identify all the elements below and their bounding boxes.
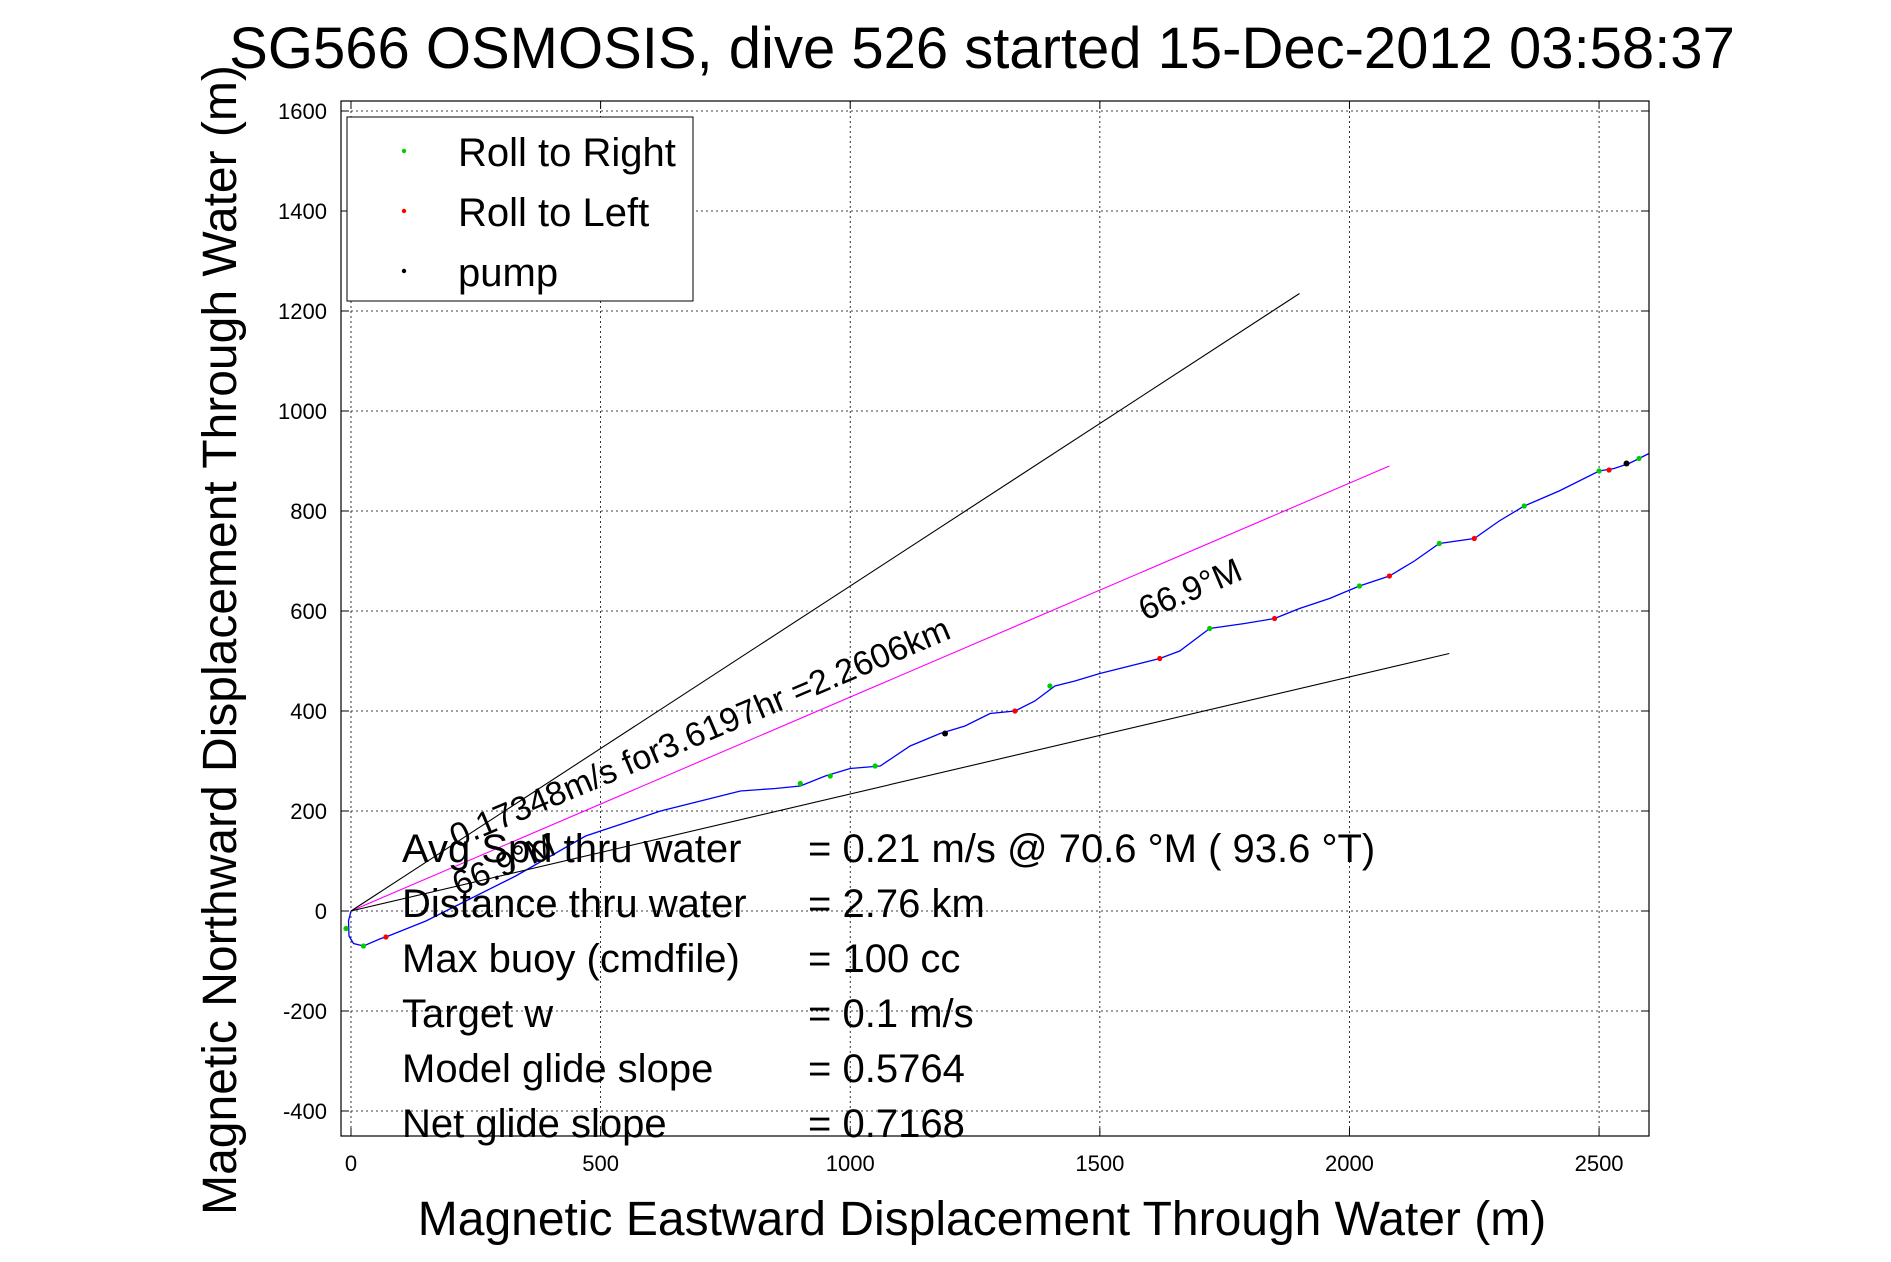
marker-layer bbox=[343, 455, 1642, 949]
y-tick-label: 600 bbox=[290, 599, 327, 624]
marker-roll-right bbox=[827, 773, 833, 779]
marker-roll-left bbox=[1606, 467, 1612, 473]
series-line-0 bbox=[347, 452, 1650, 947]
marker-roll-left bbox=[1012, 708, 1018, 714]
annotation-label: 66.9°M bbox=[1133, 551, 1247, 628]
y-tick-label: 400 bbox=[290, 699, 327, 724]
legend-label: pump bbox=[458, 251, 558, 295]
marker-roll-right bbox=[1207, 625, 1213, 632]
chart-title: SG566 OSMOSIS, dive 526 started 15-Dec-2… bbox=[229, 16, 1735, 81]
legend-swatch bbox=[401, 148, 407, 154]
stats-value: = 0.5764 bbox=[808, 1047, 965, 1091]
x-tick-label: 2000 bbox=[1325, 1151, 1374, 1176]
stats-label: Distance thru water bbox=[402, 882, 747, 926]
legend-label: Roll to Left bbox=[458, 191, 649, 235]
stats-value: = 100 cc bbox=[808, 937, 960, 981]
legend: Roll to Right Roll to Left pump bbox=[346, 116, 694, 302]
marker-roll-left bbox=[1471, 535, 1477, 542]
series-layer bbox=[347, 293, 1650, 947]
series-line-2 bbox=[350, 293, 1300, 912]
annotation-label: 0.17348m/s for3.6197hr =2.2606km bbox=[444, 610, 956, 856]
marker-pump bbox=[942, 730, 949, 737]
y-tick-label: 1600 bbox=[278, 99, 327, 124]
stats-block: Avg Spd thru water = 0.21 m/s @ 70.6 °M (… bbox=[402, 827, 1375, 1146]
stats-value: = 0.7168 bbox=[808, 1102, 965, 1146]
y-ticks: -400 -200 0 200 400 600 800 1000 1200 1400 1600 bbox=[278, 99, 1649, 1124]
x-tick-label: 1000 bbox=[826, 1151, 875, 1176]
x-tick-label: 1500 bbox=[1075, 1151, 1124, 1176]
marker-roll-right bbox=[1636, 455, 1642, 462]
marker-roll-left bbox=[1157, 655, 1163, 662]
grid bbox=[341, 101, 1649, 1136]
marker-roll-right bbox=[797, 780, 803, 787]
marker-roll-right bbox=[1436, 540, 1442, 547]
marker-roll-right bbox=[360, 943, 367, 949]
y-tick-label: 0 bbox=[315, 899, 327, 924]
y-tick-label: -200 bbox=[283, 999, 327, 1024]
stats-value: = 2.76 km bbox=[808, 882, 985, 926]
x-tick-label: 0 bbox=[345, 1151, 357, 1176]
plot-area bbox=[340, 100, 1650, 1137]
x-tick-label: 2500 bbox=[1575, 1151, 1624, 1176]
marker-roll-left bbox=[1271, 615, 1278, 622]
x-tick-label: 500 bbox=[582, 1151, 619, 1176]
marker-roll-left bbox=[1386, 573, 1392, 579]
marker-roll-right bbox=[1596, 468, 1602, 474]
y-tick-label: 1200 bbox=[278, 299, 327, 324]
legend-swatch bbox=[401, 268, 407, 274]
stats-label: Target w bbox=[402, 992, 553, 1036]
y-tick-label: 800 bbox=[290, 499, 327, 524]
marker-pump bbox=[1623, 460, 1630, 467]
marker-roll-right bbox=[343, 925, 349, 932]
y-tick-label: 200 bbox=[290, 799, 327, 824]
y-axis-label: Magnetic Northward Displacement Through … bbox=[194, 65, 247, 1215]
stats-value: = 0.1 m/s bbox=[808, 992, 974, 1036]
stats-label: Max buoy (cmdfile) bbox=[402, 937, 740, 981]
stats-value: = 0.21 m/s @ 70.6 °M ( 93.6 °T) bbox=[808, 827, 1375, 871]
legend-swatch bbox=[401, 208, 407, 214]
legend-label: Roll to Right bbox=[458, 131, 676, 175]
series-line-1 bbox=[350, 465, 1390, 912]
y-tick-label: -400 bbox=[283, 1099, 327, 1124]
x-ticks: 0 500 1000 1500 2000 2500 bbox=[345, 101, 1624, 1176]
stats-label: Avg Spd thru water bbox=[402, 827, 741, 871]
y-tick-label: 1000 bbox=[278, 399, 327, 424]
marker-roll-left bbox=[383, 934, 389, 940]
marker-roll-right bbox=[1356, 583, 1363, 589]
stats-label: Model glide slope bbox=[402, 1047, 713, 1091]
x-axis-label: Magnetic Eastward Displacement Through W… bbox=[418, 1193, 1546, 1246]
marker-roll-right bbox=[1521, 503, 1527, 509]
marker-roll-right bbox=[872, 763, 878, 769]
stats-label: Net glide slope bbox=[402, 1102, 667, 1146]
y-tick-label: 1400 bbox=[278, 199, 327, 224]
series-line-3 bbox=[350, 652, 1450, 912]
marker-roll-right bbox=[1047, 683, 1053, 689]
